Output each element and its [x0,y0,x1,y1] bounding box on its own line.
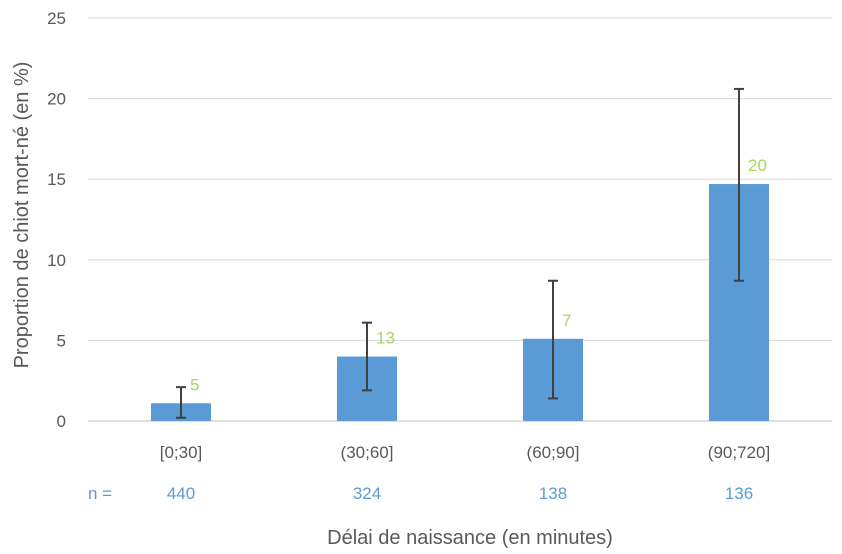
x-axis-ticks: [0;30] (30;60] (60;90] (90;720] [160,443,770,462]
n-value: 136 [725,484,753,503]
n-value: 440 [167,484,195,503]
bars [151,184,769,421]
x-tick-label: [0;30] [160,443,203,462]
y-tick-label: 15 [47,170,66,189]
data-label: 13 [376,329,395,348]
x-tick-label: (60;90] [527,443,580,462]
y-tick-label: 20 [47,90,66,109]
x-tick-label: (30;60] [341,443,394,462]
y-axis-title: Proportion de chiot mort-né (en %) [11,62,33,369]
n-value: 324 [353,484,381,503]
n-value: 138 [539,484,567,503]
error-bars [176,87,744,419]
data-labels: 5 13 7 20 [190,156,767,394]
gridlines [88,17,832,422]
y-tick-label: 0 [57,412,66,431]
x-axis-title: Délai de naissance (en minutes) [327,527,613,549]
y-tick-label: 5 [57,331,66,350]
x-tick-label: (90;720] [708,443,770,462]
y-tick-label: 10 [47,251,66,270]
data-label: 5 [190,375,199,394]
n-label: n = [88,484,112,503]
data-label: 20 [748,156,767,175]
y-axis-ticks: 0 5 10 15 20 25 [47,9,66,431]
sample-size-row: n = 440 324 138 136 [88,484,753,503]
y-tick-label: 25 [47,9,66,28]
data-label: 7 [562,311,571,330]
